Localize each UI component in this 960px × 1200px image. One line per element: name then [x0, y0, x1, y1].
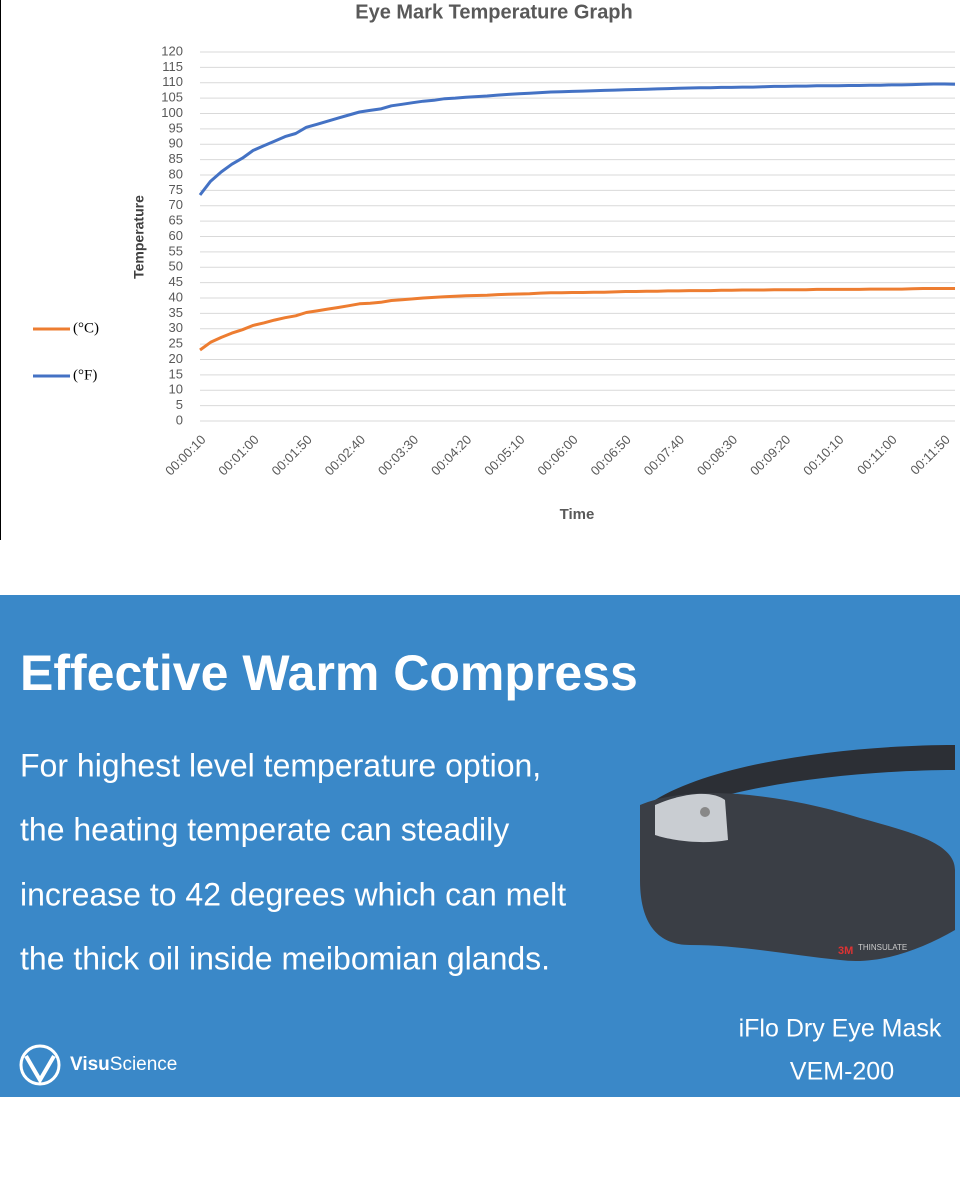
- x-tick-label: 00:11:00: [854, 432, 900, 478]
- y-tick-label: 100: [161, 105, 183, 120]
- y-tick-label: 115: [162, 59, 183, 74]
- x-tick-label: 00:06:50: [588, 432, 634, 478]
- y-tick-label: 55: [169, 243, 183, 258]
- x-tick-label: 00:07:40: [641, 432, 687, 478]
- mask-brand: THINSULATE: [858, 943, 907, 952]
- x-axis-label: Time: [560, 506, 595, 523]
- x-tick-label: 00:01:50: [268, 432, 314, 478]
- y-tick-label: 95: [169, 120, 183, 135]
- y-tick-label: 40: [169, 289, 183, 304]
- x-tick-label: 00:02:40: [322, 432, 368, 478]
- x-tick-label: 00:03:30: [375, 432, 421, 478]
- chart-title: Eye Mark Temperature Graph: [355, 1, 633, 23]
- x-tick-label: 00:06:00: [534, 432, 580, 478]
- banner-title: Effective Warm Compress: [20, 645, 638, 701]
- x-tick-label: 00:11:50: [907, 432, 953, 478]
- mask-illustration: [640, 745, 955, 961]
- y-tick-label: 110: [162, 74, 183, 89]
- x-tick-label: 00:05:10: [481, 432, 527, 478]
- mask-brand: 3M: [838, 945, 853, 957]
- legend-label: (°C): [73, 320, 99, 336]
- y-tick-label: 85: [169, 151, 183, 166]
- legend-label: (°F): [73, 367, 97, 383]
- y-tick-label: 120: [161, 43, 183, 58]
- banner-text: the heating temperate can steadily: [20, 811, 509, 847]
- y-tick-label: 30: [169, 320, 183, 335]
- y-tick-label: 105: [161, 90, 183, 105]
- logo-text: VisuScience: [70, 1054, 177, 1075]
- y-tick-label: 50: [169, 259, 183, 274]
- y-tick-label: 60: [169, 228, 183, 243]
- y-tick-label: 10: [169, 382, 183, 397]
- logo-icon: [19, 1044, 61, 1086]
- banner-text: the thick oil inside meibomian glands.: [20, 940, 550, 976]
- y-tick-label: 20: [169, 351, 183, 366]
- x-tick-label: 00:04:20: [428, 432, 474, 478]
- y-tick-label: 25: [169, 336, 183, 351]
- x-tick-label: 00:08:30: [694, 432, 740, 478]
- banner-text: For highest level temperature option,: [20, 747, 541, 783]
- x-tick-label: 00:01:00: [215, 432, 261, 478]
- logo-bold: Visu: [70, 1054, 110, 1075]
- y-tick-label: 75: [169, 182, 183, 197]
- data-line: [199, 287, 955, 352]
- x-tick-label: 00:10:10: [800, 432, 846, 478]
- data-line: [198, 82, 956, 196]
- x-tick-label: 00:09:20: [747, 432, 793, 478]
- y-tick-label: 90: [169, 136, 183, 151]
- y-tick-label: 70: [169, 197, 183, 212]
- y-tick-label: 65: [169, 213, 183, 228]
- product-name: iFlo Dry Eye Mask: [739, 1015, 942, 1043]
- y-tick-label: 45: [169, 274, 183, 289]
- product-model: VEM-200: [790, 1058, 894, 1086]
- logo-rest: Science: [110, 1054, 178, 1075]
- y-tick-label: 35: [169, 305, 183, 320]
- y-tick-label: 80: [169, 166, 183, 181]
- banner-text: increase to 42 degrees which can melt: [20, 876, 566, 912]
- y-tick-label: 5: [176, 397, 183, 412]
- y-tick-label: 0: [176, 412, 183, 427]
- y-axis-label: Temperature: [131, 195, 147, 279]
- x-tick-label: 00:00:10: [162, 432, 208, 478]
- y-tick-label: 15: [169, 366, 183, 381]
